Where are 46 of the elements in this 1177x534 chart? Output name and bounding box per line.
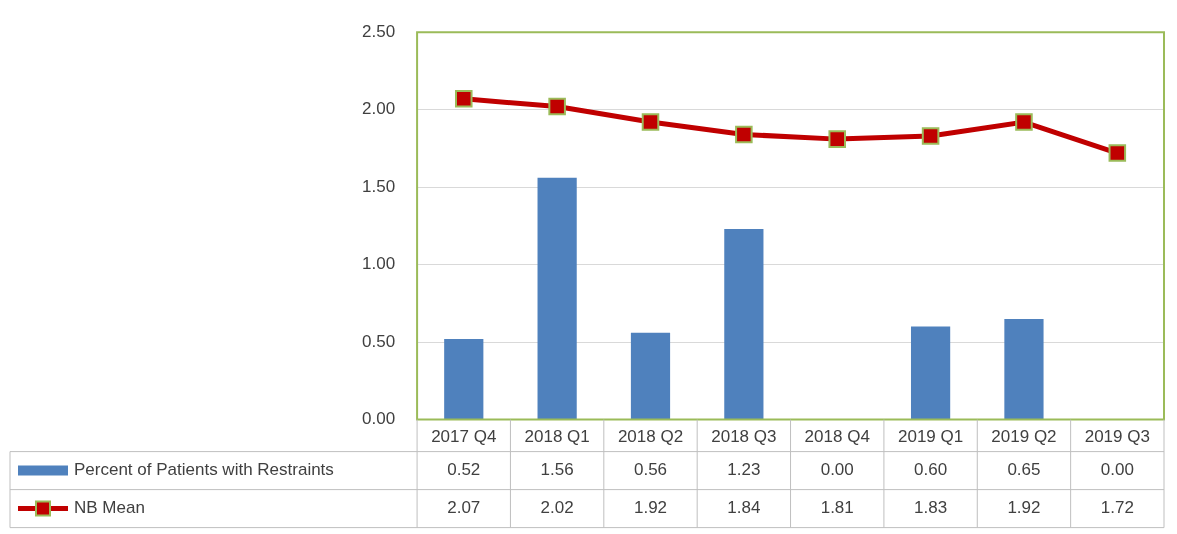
legend-label: NB Mean <box>74 498 145 518</box>
x-tick-label: 2017 Q4 <box>431 427 497 447</box>
x-tick-label: 2019 Q2 <box>991 427 1057 447</box>
y-tick-label: 2.00 <box>361 99 396 119</box>
y-tick-label: 1.50 <box>361 176 396 196</box>
point <box>921 127 940 145</box>
data-label: 0.52 <box>447 460 481 480</box>
data-label: 0.56 <box>633 460 668 480</box>
data-label: 1.56 <box>540 460 574 480</box>
bar <box>444 339 484 420</box>
data-label: 1.92 <box>633 498 668 518</box>
x-tick-label: 2018 Q1 <box>524 427 590 447</box>
bar <box>1004 318 1044 420</box>
point <box>1108 144 1127 162</box>
bar <box>630 332 671 420</box>
x-tick-label: 2019 Q1 <box>897 427 964 447</box>
data-label: 1.84 <box>727 498 761 518</box>
bar <box>910 326 951 420</box>
data-label: 0.00 <box>820 460 854 480</box>
data-label: 2.07 <box>447 498 481 518</box>
data-label: 1.72 <box>1100 498 1134 518</box>
data-label: 0.00 <box>1100 460 1134 480</box>
data-label: 0.65 <box>1007 460 1041 480</box>
legend-label: Percent of Patients with Restraints <box>74 460 334 480</box>
point <box>641 113 660 131</box>
x-tick-label: 2018 Q3 <box>711 427 777 447</box>
data-label: 1.83 <box>914 498 948 518</box>
data-label: 2.02 <box>540 498 574 518</box>
y-tick-label: 0.50 <box>361 331 396 351</box>
y-tick-label: 0.00 <box>361 409 396 429</box>
point <box>454 90 473 108</box>
x-tick-label: 2018 Q2 <box>617 427 684 447</box>
point <box>735 125 753 144</box>
point <box>548 97 566 116</box>
x-tick-label: 2018 Q4 <box>804 427 870 447</box>
bar <box>724 229 764 420</box>
y-tick-label: 2.50 <box>361 21 396 41</box>
point <box>828 130 846 148</box>
data-label: 1.92 <box>1007 498 1041 518</box>
point <box>1015 113 1033 131</box>
bar <box>537 177 577 420</box>
data-label: 1.23 <box>727 460 761 480</box>
y-tick-label: 1.00 <box>361 254 396 274</box>
data-label: 1.81 <box>820 498 854 518</box>
x-tick-label: 2019 Q3 <box>1084 427 1150 447</box>
data-label: 0.60 <box>914 460 948 480</box>
